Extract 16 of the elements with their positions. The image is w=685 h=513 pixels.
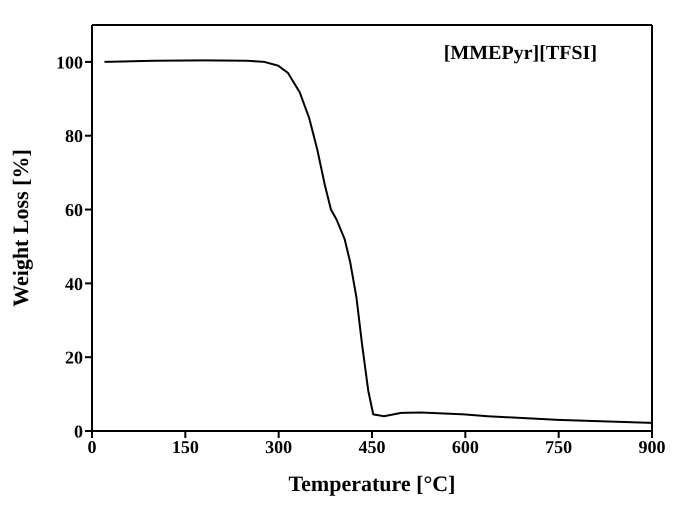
x-tick-label: 600 [452, 436, 479, 457]
x-tick-label: 0 [88, 436, 96, 457]
x-axis-title: Temperature [°C] [288, 471, 456, 496]
y-axis-title: Weight Loss [%] [8, 149, 33, 307]
x-tick-label: 450 [358, 436, 386, 457]
y-tick-label: 80 [65, 126, 83, 146]
y-tick-label: 100 [56, 52, 83, 72]
x-tick-label: 900 [638, 436, 666, 457]
y-tick-label: 60 [65, 200, 83, 220]
x-tick-label: 750 [545, 436, 572, 457]
x-tick-label: 150 [172, 436, 199, 457]
y-tick-label: 40 [65, 274, 83, 294]
annotation: [MMEPyr][TFSI] [444, 42, 597, 65]
y-tick-label: 0 [74, 421, 83, 442]
x-tick-label: 300 [265, 436, 292, 457]
y-tick-label: 20 [65, 348, 83, 368]
